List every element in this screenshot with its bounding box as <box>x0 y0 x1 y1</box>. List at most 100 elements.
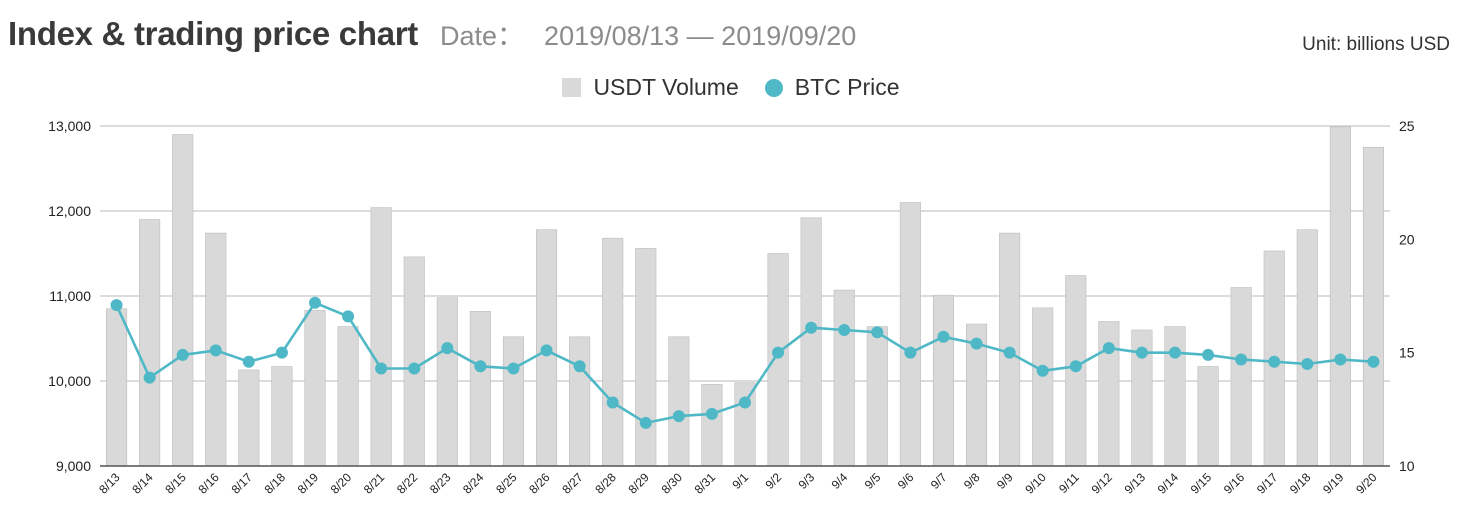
y-right-tick-label: 25 <box>1399 118 1415 134</box>
price-point <box>639 416 652 429</box>
legend-swatch-price <box>764 78 783 97</box>
price-point <box>309 296 321 309</box>
x-tick-label: 9/10 <box>1022 470 1049 497</box>
price-point <box>1135 346 1148 359</box>
price-point <box>573 360 586 373</box>
price-point <box>143 371 156 384</box>
price-point <box>209 344 222 357</box>
volume-bar <box>602 237 624 467</box>
x-tick-label: 8/23 <box>427 470 454 497</box>
volume-bar <box>370 207 392 467</box>
volume-bar <box>701 384 723 467</box>
x-tick-label: 9/20 <box>1353 470 1380 497</box>
price-point <box>342 310 355 323</box>
price-point <box>772 346 785 359</box>
y-right-tick-label: 10 <box>1399 458 1415 474</box>
x-tick-label: 8/15 <box>162 470 189 497</box>
price-point <box>606 396 619 409</box>
date-range: 2019/08/13 — 2019/09/20 <box>544 21 857 51</box>
unit-label: Unit: billions USD <box>1302 34 1450 55</box>
x-tick-label: 9/13 <box>1122 470 1149 497</box>
price-point <box>739 396 751 409</box>
x-tick-label: 8/20 <box>328 470 355 497</box>
x-tick-label: 8/19 <box>295 470 322 497</box>
x-tick-label: 8/18 <box>262 470 289 497</box>
volume-bar <box>734 382 756 467</box>
y-left-tick-label: 11,000 <box>49 288 91 304</box>
price-point <box>242 355 255 368</box>
volume-bar <box>403 256 425 467</box>
x-tick-label: 9/6 <box>895 470 917 492</box>
volume-bar <box>469 310 491 467</box>
volume-bar <box>1032 307 1054 467</box>
volume-bar <box>105 308 128 467</box>
price-point <box>1202 348 1215 361</box>
volume-bar <box>1197 366 1219 467</box>
x-tick-label: 8/22 <box>394 470 421 497</box>
price-point <box>1268 355 1281 368</box>
legend-label-price: BTC Price <box>794 74 900 100</box>
price-point <box>1334 353 1347 366</box>
volume-bar <box>337 326 359 467</box>
x-tick-label: 8/31 <box>692 470 719 497</box>
volume-bar <box>1296 229 1318 467</box>
price-point <box>474 360 487 373</box>
x-tick-label: 8/24 <box>460 470 487 497</box>
price-point <box>1235 353 1248 366</box>
volume-bar <box>866 326 888 467</box>
price-point <box>507 362 520 375</box>
volume-bar <box>800 217 822 467</box>
price-point <box>1102 342 1115 355</box>
price-point <box>275 346 288 359</box>
price-point <box>1169 346 1181 359</box>
volume-bar <box>635 248 657 467</box>
y-left-tick-label: 9,000 <box>56 458 91 474</box>
x-tick-label: 8/13 <box>96 470 123 497</box>
y-left-tick-label: 12,000 <box>48 203 91 219</box>
price-point <box>1069 360 1082 373</box>
volume-bar <box>932 294 955 467</box>
y-right-tick-label: 20 <box>1399 231 1415 247</box>
volume-bar <box>304 310 326 467</box>
x-tick-label: 8/28 <box>592 470 619 497</box>
x-tick-label: 9/5 <box>862 470 884 492</box>
x-tick-label: 8/16 <box>195 470 222 497</box>
x-tick-label: 9/15 <box>1188 470 1215 497</box>
price-point <box>1003 346 1016 359</box>
x-tick-label: 9/19 <box>1320 470 1347 497</box>
chart-title: Index & trading price chart <box>8 15 418 52</box>
price-point <box>1367 355 1380 368</box>
x-tick-label: 8/30 <box>659 470 686 497</box>
x-tick-label: 9/17 <box>1254 470 1281 497</box>
price-point <box>970 337 983 350</box>
volume-bar <box>172 134 194 467</box>
price-point <box>1036 364 1049 377</box>
chart-legend: USDT Volume BTC Price <box>0 74 1462 101</box>
x-tick-label: 9/18 <box>1287 470 1314 497</box>
legend-item-volume: USDT Volume <box>562 74 739 101</box>
x-tick-label: 8/21 <box>361 470 388 497</box>
volume-bar <box>238 369 260 467</box>
x-tick-label: 8/26 <box>526 470 553 497</box>
x-tick-label: 8/25 <box>493 470 520 497</box>
price-point <box>540 344 553 357</box>
y-right-tick-label: 15 <box>1399 345 1415 361</box>
volume-bar <box>767 253 789 467</box>
x-tick-label: 9/1 <box>729 470 751 492</box>
volume-bar <box>1230 287 1252 467</box>
volume-bar <box>139 219 161 467</box>
volume-bar <box>833 289 855 467</box>
price-point <box>805 321 818 334</box>
price-point <box>408 362 421 375</box>
legend-label-volume: USDT Volume <box>593 74 739 100</box>
price-point <box>871 326 884 339</box>
price-point <box>1301 358 1314 370</box>
y-left-tick-label: 10,000 <box>48 373 91 389</box>
x-tick-label: 9/14 <box>1155 470 1182 497</box>
x-tick-label: 8/17 <box>229 470 256 497</box>
price-point <box>441 342 454 355</box>
x-tick-label: 8/14 <box>129 470 156 497</box>
x-tick-label: 9/11 <box>1056 470 1082 496</box>
volume-bar <box>271 366 293 467</box>
price-point <box>375 362 388 375</box>
